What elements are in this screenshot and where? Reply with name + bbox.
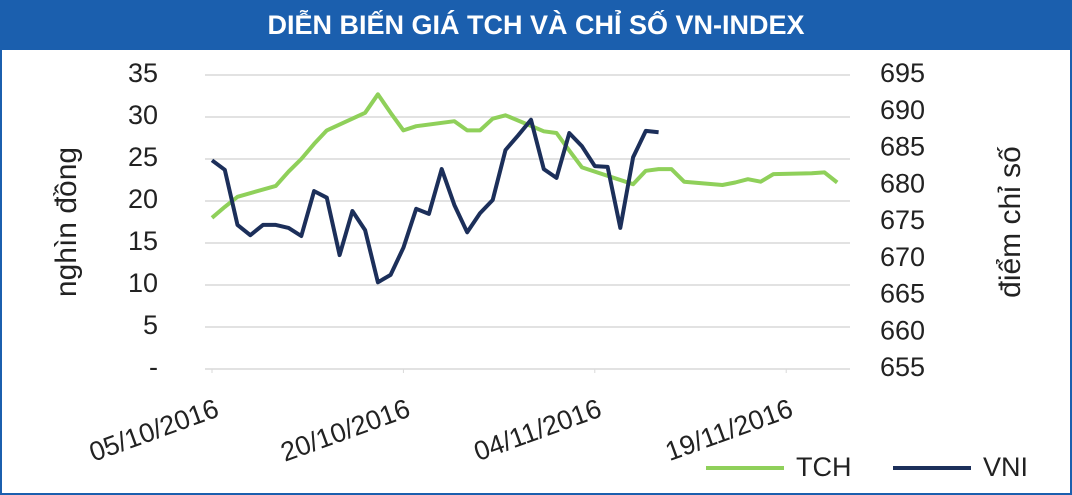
y2-tick-label: 655	[880, 352, 925, 382]
y-tick-label: 10	[128, 268, 158, 298]
y-tick-label: 15	[128, 226, 158, 256]
y2-axis-label: điểm chỉ số	[994, 146, 1027, 298]
y2-tick-label: 690	[880, 95, 925, 125]
y2-tick-label: 670	[880, 242, 925, 272]
y-axis-label: nghìn đồng	[50, 147, 83, 297]
chart-title: DIỄN BIẾN GIÁ TCH VÀ CHỈ SỐ VN-INDEX	[267, 8, 804, 40]
y-tick-label: -	[149, 352, 158, 382]
legend-label: TCH	[796, 452, 852, 482]
y-tick-label: 30	[128, 100, 158, 130]
y2-tick-label: 695	[880, 58, 925, 88]
title-bar	[0, 0, 1072, 50]
line-series	[210, 117, 659, 285]
y-tick-label: 35	[128, 58, 158, 88]
y2-tick-label: 685	[880, 132, 925, 162]
y-tick-label: 5	[143, 310, 158, 340]
line-series	[210, 92, 839, 220]
y-tick-label: 20	[128, 184, 158, 214]
y-tick-label: 25	[128, 142, 158, 172]
y2-tick-label: 660	[880, 315, 925, 345]
y2-tick-label: 680	[880, 168, 925, 198]
y2-tick-label: 675	[880, 205, 925, 235]
legend-label: VNI	[983, 452, 1028, 482]
y2-tick-label: 665	[880, 279, 925, 309]
